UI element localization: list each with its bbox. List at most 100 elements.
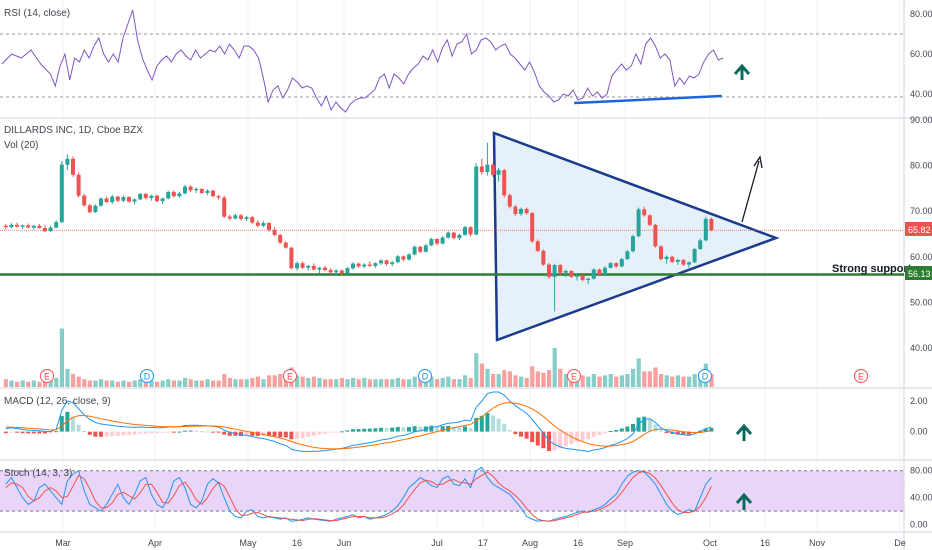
candle-body [255,222,260,226]
macd-histogram-bar [429,425,434,432]
volume-bar [20,380,25,387]
macd-histogram-bar [687,431,691,435]
price-tick-label: 70.00 [910,206,932,216]
stoch-pane[interactable] [0,466,904,522]
grid-lines [62,0,901,532]
price-tick-label: 90.00 [910,115,932,125]
macd-histogram-bar [367,428,372,432]
candle-body [647,215,652,225]
volume-bar [351,377,356,387]
volume-bar [87,380,92,387]
candle-body [659,246,663,260]
candle-body [339,270,344,274]
macd-histogram-bar [93,431,98,437]
stoch-d-line [5,470,712,522]
candle-body [104,198,109,203]
macd-tick-label: 2.00 [910,396,928,406]
candle-body [15,224,19,227]
macd-histogram-bar [278,431,283,438]
macd-histogram-bar [625,426,630,432]
x-tick-label: Nov [809,538,826,548]
candle-body [474,166,479,235]
macd-histogram-bar [603,431,607,434]
rsi-line [1,9,724,113]
volume-bar [233,379,238,387]
volume-bar [82,379,87,387]
macd-histogram-bar [211,431,215,433]
x-tick-label: Oct [703,538,718,548]
candle-body [166,192,171,199]
candle-body [675,259,680,262]
volume-bar [597,376,602,387]
volume-bar [659,374,664,387]
volume-bar [485,368,490,387]
macd-histogram-bar [295,431,299,439]
stoch-tick-label: 0.00 [910,520,928,530]
event-marker-label: D [702,372,709,382]
rsi-trendline [574,94,722,105]
macd-histogram-bar [166,431,171,433]
volume-bar [429,376,434,387]
volume-bar [110,380,115,387]
candle-body [653,224,658,247]
volume-bar [48,380,53,387]
macd-histogram-bar [535,431,540,446]
volume-bar [339,377,344,387]
macd-histogram-bar [261,431,266,436]
rsi-label: RSI (14, close) [4,8,70,19]
volume-bar [367,379,372,387]
macd-histogram-bar [183,430,187,432]
volume-bar [580,375,585,387]
candle-body [54,222,59,228]
volume-bar [155,381,160,387]
volume-bar [675,375,680,387]
x-tick-label: Jun [337,538,352,548]
macd-histogram-bar [440,426,445,432]
macd-histogram-bar [502,423,507,432]
macd-histogram-bar [558,431,563,449]
macd-histogram-bar [401,427,406,432]
x-tick-label: Sep [617,538,633,548]
volume-bar [104,380,109,387]
macd-histogram-bar [110,431,115,437]
macd-histogram-bar [177,431,182,433]
rsi-tick-label: 80.00 [910,9,932,19]
macd-histogram-bar [149,431,154,434]
stoch-tick-label: 40.00 [910,493,932,503]
candle-body [541,250,546,265]
candle-body [698,240,703,250]
candle-body [149,195,154,198]
candle-body [429,239,434,246]
macd-histogram-bar [580,431,585,441]
event-marker-label: D [422,372,429,382]
candle-body [468,227,473,235]
macd-pane[interactable] [3,391,753,452]
macd-histogram-bar [362,428,367,432]
volume-bar [3,379,8,387]
candle-body [586,278,591,281]
macd-histogram-bar [205,431,210,433]
candle-body [491,164,495,175]
volume-bar [541,372,546,387]
volume-bar [194,380,199,387]
macd-histogram-bar [664,431,669,433]
volume-bar [681,376,686,387]
candle-body [261,223,266,226]
price-tick-label: 60.00 [910,252,932,262]
candle-body [267,223,271,230]
candle-body [87,205,92,213]
rsi-pane[interactable] [0,9,904,113]
x-tick-label: 17 [478,538,488,548]
candle-body [569,270,574,277]
candle-body [311,265,316,270]
candle-body [423,245,428,252]
macd-histogram-bar [390,427,395,432]
volume-bar [507,371,512,387]
candle-body [692,249,697,263]
volume-bar [255,376,260,387]
volume-bar [687,376,692,387]
macd-histogram-bar [3,431,8,434]
macd-histogram-bar [507,430,512,432]
